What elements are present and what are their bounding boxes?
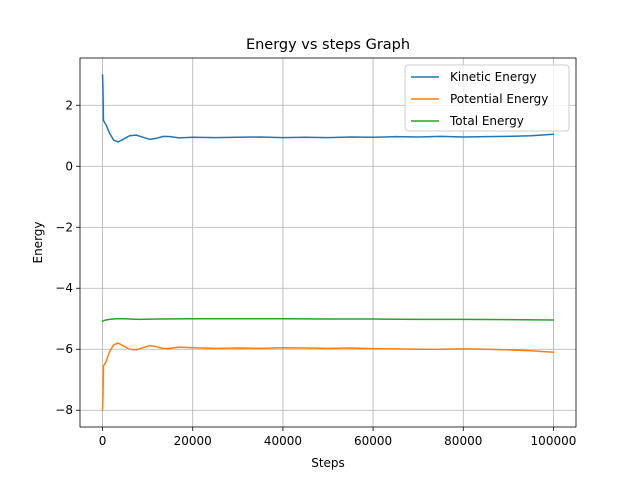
plot-frame — [79, 57, 577, 428]
legend: Kinetic Energy Potential Energy Total Ener… — [404, 64, 570, 132]
x-axis-title: Steps — [311, 456, 345, 470]
y-tick-label: 0 — [65, 159, 73, 173]
y-tick-label: −2 — [55, 220, 73, 234]
series-line-kinetic-energy — [101, 74, 555, 143]
chart-title: Energy vs steps Graph — [246, 37, 410, 53]
legend-box — [404, 64, 570, 132]
series-layer — [101, 74, 555, 411]
legend-label: Kinetic Energy — [450, 70, 537, 84]
axis-ticks: 0 20000 40000 60000 80000 100000 −8 −6 −4 −2 0 2 — [55, 98, 576, 448]
x-tick-label: 80000 — [444, 434, 482, 448]
y-tick-label: −6 — [55, 342, 73, 356]
legend-label: Potential Energy — [450, 92, 548, 106]
y-tick-label: −8 — [55, 403, 73, 417]
x-tick-label: 60000 — [354, 434, 392, 448]
y-tick-label: 2 — [65, 98, 73, 112]
x-tick-label: 0 — [99, 434, 107, 448]
x-tick-label: 20000 — [174, 434, 212, 448]
x-tick-label: 40000 — [264, 434, 302, 448]
x-tick-label: 100000 — [531, 434, 577, 448]
series-line-total-energy — [101, 317, 555, 322]
series-line-potential-energy — [101, 342, 555, 411]
y-tick-label: −4 — [55, 281, 73, 295]
y-axis-title: Energy — [31, 221, 45, 263]
legend-label: Total Energy — [449, 114, 524, 128]
